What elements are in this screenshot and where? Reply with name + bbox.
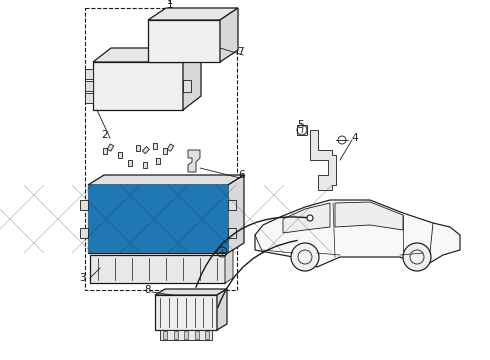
Polygon shape [163, 148, 167, 154]
Polygon shape [335, 202, 403, 230]
Polygon shape [88, 185, 228, 253]
Polygon shape [80, 228, 88, 238]
Polygon shape [118, 152, 122, 158]
Text: 1: 1 [167, 0, 173, 10]
Polygon shape [107, 144, 114, 151]
Circle shape [307, 215, 313, 221]
Polygon shape [148, 20, 220, 62]
Bar [88, 185, 228, 253]
Bar [160, 330, 212, 340]
Polygon shape [183, 48, 201, 110]
Text: 1: 1 [167, 0, 173, 6]
Polygon shape [217, 289, 227, 330]
Polygon shape [225, 250, 233, 283]
Polygon shape [93, 62, 183, 110]
Polygon shape [136, 145, 140, 151]
Polygon shape [188, 150, 200, 172]
Bar [195, 331, 198, 339]
Text: 6: 6 [239, 170, 245, 180]
Text: 5: 5 [296, 120, 303, 130]
Polygon shape [85, 81, 93, 91]
Text: 3: 3 [79, 273, 85, 283]
Bar [184, 331, 188, 339]
Polygon shape [310, 130, 336, 190]
Polygon shape [143, 162, 147, 168]
Polygon shape [155, 295, 217, 330]
Polygon shape [153, 143, 157, 149]
Bar [173, 331, 177, 339]
Polygon shape [167, 144, 174, 151]
Circle shape [403, 243, 431, 271]
FancyArrowPatch shape [218, 240, 297, 307]
Polygon shape [142, 147, 149, 154]
Polygon shape [156, 158, 160, 164]
Bar [297, 125, 307, 135]
Text: 7: 7 [237, 47, 244, 57]
Polygon shape [103, 148, 107, 154]
Polygon shape [228, 175, 244, 253]
Text: 4: 4 [352, 133, 358, 143]
Polygon shape [93, 48, 201, 62]
Circle shape [291, 243, 319, 271]
Polygon shape [220, 8, 238, 62]
Polygon shape [255, 200, 460, 267]
Polygon shape [80, 201, 88, 210]
Polygon shape [155, 289, 227, 295]
Bar [85, 8, 237, 290]
Text: 8: 8 [145, 285, 151, 295]
Bar [90, 255, 225, 283]
Polygon shape [228, 228, 236, 238]
Polygon shape [148, 8, 238, 20]
Polygon shape [85, 69, 93, 79]
Polygon shape [228, 201, 236, 210]
Polygon shape [85, 93, 93, 103]
Bar [205, 331, 209, 339]
FancyArrowPatch shape [196, 217, 307, 287]
Polygon shape [283, 203, 330, 233]
Text: 2: 2 [102, 130, 108, 140]
Polygon shape [183, 80, 191, 92]
Polygon shape [88, 175, 244, 185]
Polygon shape [128, 160, 132, 166]
Bar [163, 331, 167, 339]
